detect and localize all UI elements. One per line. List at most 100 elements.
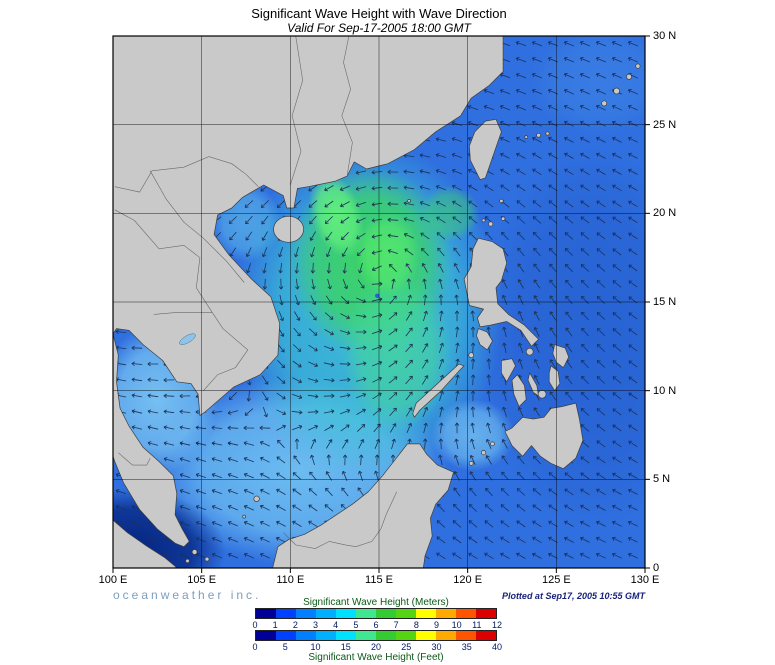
meter-tick-label: 7: [393, 620, 399, 630]
y-tick-label: 30 N: [653, 30, 677, 42]
y-tick-label: 0: [653, 562, 660, 574]
island: [613, 87, 620, 95]
wave-height-region: [530, 36, 645, 136]
feet-tick-label: 0: [252, 642, 258, 652]
meter-tick-label: 11: [472, 620, 482, 630]
x-tick-label: 125 E: [541, 574, 571, 586]
meter-tick-label: 1: [272, 620, 278, 630]
island: [626, 73, 632, 80]
oceanweather-logo-text: oceanweather inc.: [113, 588, 262, 602]
island: [488, 221, 494, 227]
map-layers: [113, 36, 645, 568]
island: [481, 450, 487, 456]
landmass: [504, 402, 584, 470]
feet-tick-label: 20: [370, 642, 382, 652]
meter-tick-label: 8: [413, 620, 419, 630]
colorbar-feet: [255, 630, 497, 641]
feet-tick-label: 25: [401, 642, 412, 652]
feet-tick-label: 15: [340, 642, 351, 652]
landmass: [469, 118, 502, 180]
y-tick-label: 25 N: [653, 118, 677, 131]
island: [481, 218, 486, 223]
island: [524, 135, 529, 139]
island: [468, 352, 475, 359]
meter-tick-label: 2: [292, 620, 298, 630]
lake-tonle-sap: [179, 333, 196, 345]
landmass: [552, 344, 570, 368]
island: [191, 549, 198, 555]
colorbar-segment: [316, 631, 336, 640]
chart-title: Significant Wave Height with Wave Direct…: [251, 6, 507, 21]
colorbar-label-feet: Significant Wave Height (Feet): [308, 652, 444, 663]
country-borders: [114, 36, 397, 549]
colorbar-segment: [336, 631, 356, 640]
colorbar-segment: [296, 631, 316, 640]
island: [601, 100, 608, 107]
meter-tick-label: 0: [252, 620, 258, 630]
colorbar-segment: [416, 609, 436, 618]
y-tick-label: 20 N: [653, 207, 677, 220]
meter-tick-label: 10: [451, 620, 462, 630]
meter-tick-label: 5: [353, 620, 359, 630]
meter-tick-label: 9: [433, 620, 440, 630]
meter-tick-label: 4: [333, 620, 339, 630]
island: [407, 199, 411, 203]
x-tick-label: 110 E: [276, 574, 305, 586]
island: [242, 514, 247, 519]
y-tick-label: 5 N: [653, 473, 671, 486]
colorbar-segment: [356, 631, 376, 640]
shoal-marker: [375, 293, 380, 298]
x-tick-label: 115 E: [365, 574, 393, 586]
feet-tick-label: 10: [310, 642, 321, 652]
meter-tick-label: 3: [312, 620, 319, 630]
feet-tick-label: 30: [431, 642, 442, 652]
island: [468, 461, 474, 466]
x-tick-label: 105 E: [187, 574, 217, 586]
colorbar-segment: [436, 631, 456, 640]
colorbar-segment: [276, 609, 296, 618]
colorbar-segment: [336, 609, 356, 618]
lat-lon-grid: [113, 36, 645, 568]
colorbar-segment: [296, 609, 316, 618]
feet-tick-label: 5: [282, 642, 288, 652]
wave-height-region: [476, 147, 645, 528]
island: [499, 198, 504, 204]
island: [537, 389, 547, 399]
colorbar-segment: [316, 609, 336, 618]
landmass: [476, 328, 493, 351]
x-tick-label: 130 E: [630, 574, 660, 586]
colorbar-segment: [416, 631, 436, 640]
landmass: [113, 36, 504, 548]
wave-height-region: [341, 271, 452, 432]
colorbar-segment: [476, 631, 496, 640]
landmass: [272, 443, 454, 568]
island: [185, 558, 190, 564]
meter-tick-label: 12: [491, 620, 503, 630]
island: [253, 495, 260, 502]
feet-tick-label: 40: [491, 642, 503, 652]
colorbar-segment: [256, 631, 276, 640]
colorbar-label-meters: Significant Wave Height (Meters): [303, 597, 449, 608]
colorbar-segment: [396, 609, 416, 618]
colorbar-segment: [256, 609, 276, 618]
y-tick-label: 15 N: [653, 296, 677, 308]
colorbar-segment: [456, 631, 476, 640]
colorbar-feet-ticks: 0 5 10 15 20 25 30 35 40: [252, 641, 502, 652]
island: [500, 216, 506, 221]
landmass: [527, 372, 539, 397]
colorbar-segment: [276, 631, 296, 640]
landmass: [463, 237, 539, 347]
x-tick-label: 120 E: [453, 574, 483, 586]
colorbar-segment: [376, 631, 396, 640]
wave-height-region: [355, 212, 420, 297]
axis-ticks: [112, 35, 650, 573]
colorbar-segment: [376, 609, 396, 618]
colorbar-segment: [436, 609, 456, 618]
colorbar-segment: [476, 609, 496, 618]
island: [204, 556, 210, 562]
meter-tick-label: 6: [373, 620, 379, 630]
wave-height-region: [309, 172, 364, 258]
colorbar-segment: [456, 609, 476, 618]
